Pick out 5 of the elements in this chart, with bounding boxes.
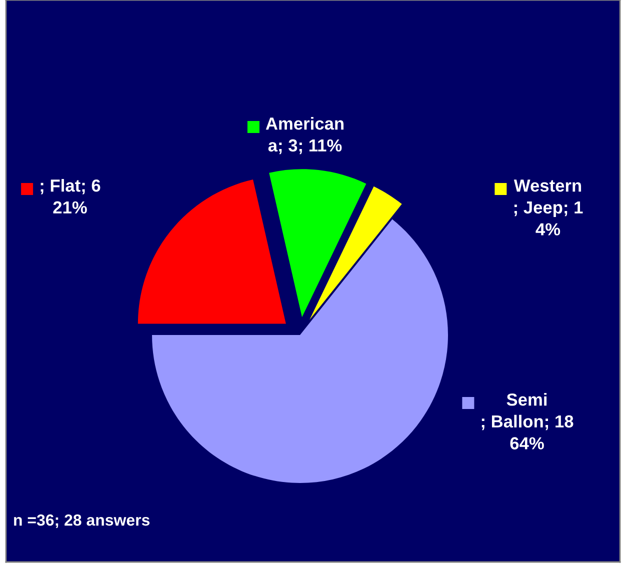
legend-label: Semi ; Ballon; 18 64% (482, 393, 574, 450)
legend-label: ; Flat; 6 21% (40, 179, 100, 214)
legend-label: American a; 3; 11% (266, 117, 344, 154)
legend-label: Western ; Jeep; 1 4% (514, 180, 583, 236)
text: n =36; 28 answers (14, 514, 150, 528)
